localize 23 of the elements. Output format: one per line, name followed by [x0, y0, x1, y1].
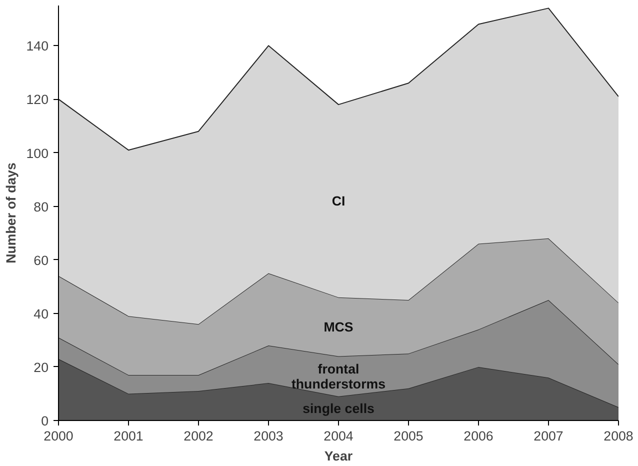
- series-label: frontal thunderstorms: [291, 361, 386, 392]
- x-tick-label: 2005: [394, 428, 424, 444]
- x-tick-label: 2007: [534, 428, 564, 444]
- y-tick-label: 20: [34, 360, 49, 375]
- x-axis-title: Year: [324, 448, 353, 464]
- y-tick-label: 140: [26, 38, 49, 54]
- y-tick-label: 100: [26, 146, 49, 161]
- x-tick-label: 2006: [464, 428, 494, 444]
- x-tick-label: 2002: [184, 428, 214, 444]
- x-tick-label: 2004: [324, 428, 354, 444]
- x-tick-label: 2001: [114, 428, 144, 444]
- y-tick-label: 80: [34, 199, 49, 214]
- y-axis-title: Number of days: [3, 162, 18, 264]
- y-tick-label: 60: [34, 252, 49, 268]
- series-label: single cells: [302, 400, 374, 416]
- series-label: CI: [332, 193, 346, 208]
- x-tick-label: 2000: [44, 428, 74, 444]
- y-tick-label: 40: [34, 306, 49, 322]
- y-tick-label: 120: [26, 92, 49, 108]
- x-tick-label: 2008: [604, 428, 634, 444]
- series-label: MCS: [324, 319, 354, 334]
- x-tick-label: 2003: [254, 428, 284, 444]
- y-tick-label: 0: [41, 414, 49, 428]
